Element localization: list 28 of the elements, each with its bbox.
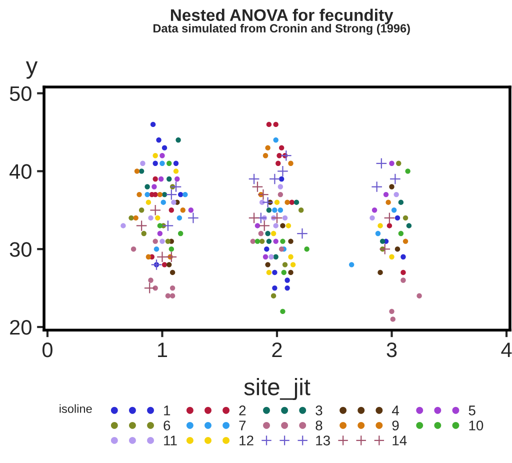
legend-label: 5 (468, 406, 476, 416)
y-tick-label: 30 (10, 242, 32, 257)
legend-label: 11 (164, 436, 177, 446)
legend-label: 1 (164, 406, 170, 416)
legend-label: 9 (392, 420, 399, 430)
legend-label: 13 (316, 436, 330, 446)
x-axis-title: site_jit (244, 378, 310, 400)
x-tick-label: 1 (158, 342, 168, 358)
y-axis-title: y (26, 61, 38, 79)
legend-label: 4 (392, 406, 399, 416)
y-tick-label: 50 (10, 86, 32, 102)
y-tick-label: 20 (10, 320, 32, 335)
legend-label: 10 (469, 420, 484, 430)
legend-label: 2 (239, 406, 246, 416)
chart-title: Nested ANOVA for fecundity (170, 8, 394, 24)
x-tick-label: 0 (42, 342, 52, 358)
legend-label: 8 (316, 420, 322, 430)
x-tick-label: 2 (272, 342, 282, 358)
legend-title: isoline (60, 404, 92, 413)
legend-label: 14 (392, 436, 407, 446)
chart-subtitle: Data simulated from Cronin and Strong (1996) (154, 24, 410, 35)
legend-label: 12 (240, 436, 254, 446)
legend-label: 7 (239, 420, 246, 430)
y-tick-label: 40 (10, 164, 32, 179)
legend-label: 6 (164, 420, 170, 430)
x-tick-label: 4 (501, 342, 512, 358)
legend-label: 3 (316, 406, 322, 416)
x-tick-label: 3 (386, 342, 397, 358)
